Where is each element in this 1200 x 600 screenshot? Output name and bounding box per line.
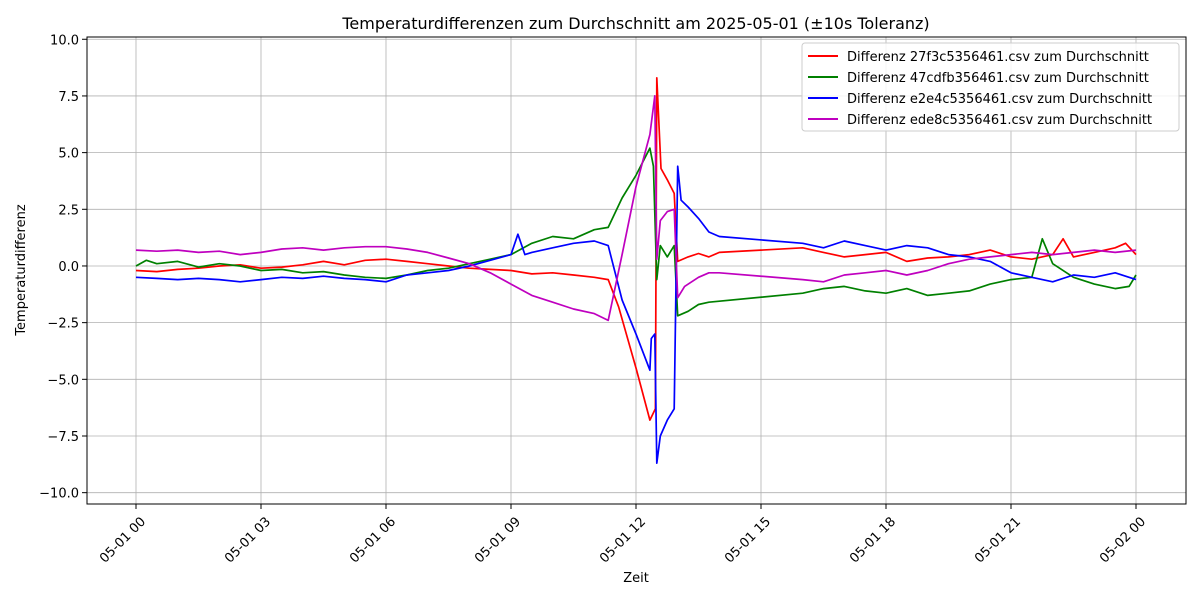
series-line-2 [135, 147, 1137, 317]
y-tick-label: 2.5 [58, 203, 79, 218]
y-axis-title: Temperaturdifferenz [14, 204, 29, 337]
legend-label: Differenz e2e4c5356461.csv zum Durchschn… [847, 92, 1152, 107]
y-axis: −10.0 −7.5 −5.0 −2.5 0.0 2.5 5.0 7.5 10.0 [39, 33, 87, 502]
series-layer [135, 76, 1137, 465]
y-tick-label: 5.0 [58, 147, 79, 162]
legend: Differenz 27f3c5356461.csv zum Durchschn… [801, 42, 1180, 132]
legend-box [801, 42, 1180, 132]
y-tick-label: −5.0 [47, 373, 79, 388]
y-tick-label: −2.5 [47, 317, 79, 332]
chart-title: Temperaturdifferenzen zum Durchschnitt a… [341, 14, 929, 33]
y-tick-label: 7.5 [58, 90, 79, 105]
y-tick-label: 10.0 [50, 33, 79, 48]
legend-label: Differenz 47cdfb356461.csv zum Durchschn… [847, 71, 1149, 86]
y-tick-label: −10.0 [39, 487, 79, 502]
legend-label: Differenz ede8c5356461.csv zum Durchschn… [847, 113, 1152, 128]
y-tick-label: 0.0 [58, 260, 79, 275]
legend-label: Differenz 27f3c5356461.csv zum Durchschn… [847, 50, 1149, 65]
series-line-3 [135, 165, 1137, 465]
y-tick-label: −7.5 [47, 430, 79, 445]
x-axis-title: Zeit [623, 571, 649, 586]
series-line-4 [135, 95, 1137, 322]
